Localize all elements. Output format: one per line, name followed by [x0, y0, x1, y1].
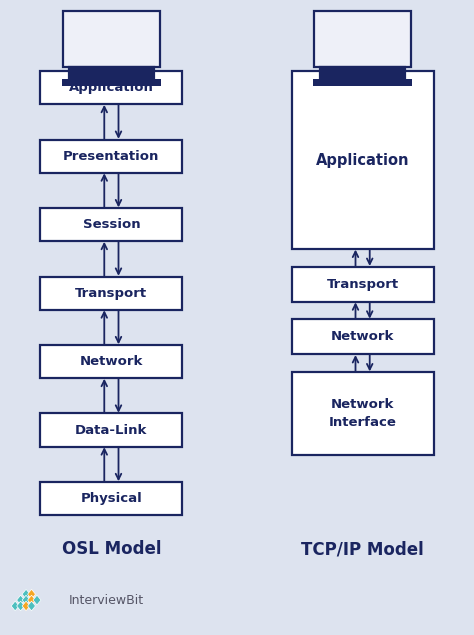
Text: Transport: Transport [75, 286, 147, 300]
FancyBboxPatch shape [320, 67, 405, 79]
FancyBboxPatch shape [40, 345, 182, 378]
FancyBboxPatch shape [292, 267, 434, 302]
FancyBboxPatch shape [292, 372, 434, 455]
Text: Network: Network [331, 330, 394, 344]
Text: TCP/IP Model: TCP/IP Model [301, 540, 424, 558]
Polygon shape [22, 589, 30, 599]
FancyBboxPatch shape [40, 413, 182, 446]
Text: Network
Interface: Network Interface [328, 398, 397, 429]
Polygon shape [27, 589, 36, 599]
FancyBboxPatch shape [292, 71, 434, 249]
Polygon shape [11, 601, 19, 611]
Polygon shape [17, 601, 25, 611]
Text: OSL Model: OSL Model [62, 540, 161, 558]
Text: Presentation: Presentation [63, 150, 160, 163]
FancyBboxPatch shape [40, 208, 182, 241]
Polygon shape [22, 595, 30, 605]
FancyBboxPatch shape [40, 71, 182, 104]
Text: Data-Link: Data-Link [75, 424, 147, 436]
Text: Application: Application [316, 152, 410, 168]
Polygon shape [33, 595, 41, 605]
Text: Network: Network [80, 355, 143, 368]
FancyBboxPatch shape [314, 11, 411, 67]
FancyBboxPatch shape [63, 11, 160, 67]
Text: Session: Session [82, 218, 140, 231]
FancyBboxPatch shape [292, 319, 434, 354]
Text: Transport: Transport [327, 277, 399, 291]
FancyBboxPatch shape [40, 140, 182, 173]
FancyBboxPatch shape [40, 482, 182, 515]
FancyBboxPatch shape [40, 277, 182, 310]
Polygon shape [27, 595, 36, 605]
FancyBboxPatch shape [62, 79, 161, 86]
FancyBboxPatch shape [69, 67, 154, 79]
Text: Application: Application [69, 81, 154, 94]
Polygon shape [22, 601, 30, 611]
Text: InterviewBit: InterviewBit [69, 594, 144, 606]
Polygon shape [27, 601, 36, 611]
Polygon shape [17, 595, 25, 605]
FancyBboxPatch shape [313, 79, 412, 86]
Text: Physical: Physical [81, 492, 142, 505]
